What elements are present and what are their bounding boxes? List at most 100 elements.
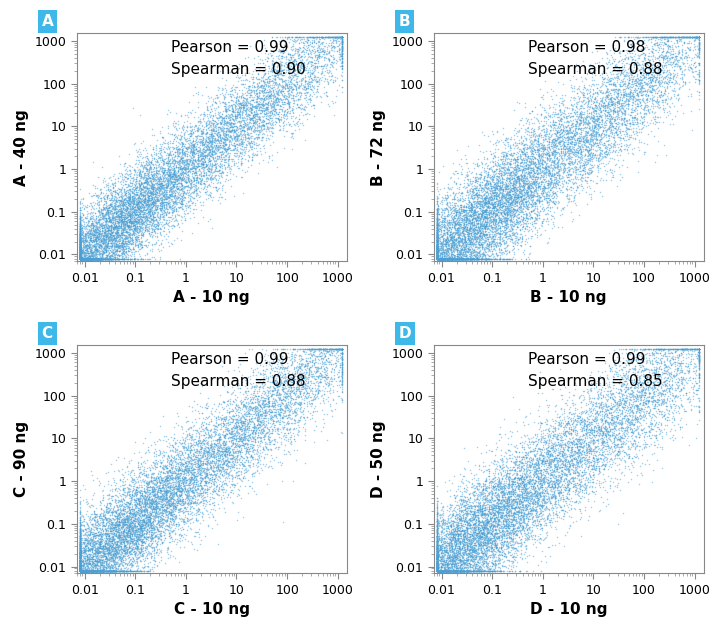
Point bbox=[476, 232, 487, 242]
Point bbox=[74, 563, 86, 574]
Point bbox=[92, 224, 104, 234]
Point bbox=[431, 565, 442, 575]
Point bbox=[74, 251, 86, 261]
Point bbox=[220, 110, 232, 120]
Point bbox=[154, 520, 165, 530]
Point bbox=[529, 158, 540, 168]
Point bbox=[483, 481, 494, 492]
Point bbox=[74, 565, 86, 575]
Point bbox=[515, 151, 527, 161]
Point bbox=[179, 512, 191, 522]
Point bbox=[289, 345, 301, 355]
Point bbox=[100, 231, 112, 241]
Point bbox=[93, 563, 104, 573]
Point bbox=[270, 365, 281, 375]
Point bbox=[461, 186, 473, 196]
Point bbox=[594, 110, 605, 121]
Point bbox=[74, 254, 86, 264]
Point bbox=[123, 500, 135, 510]
Point bbox=[202, 141, 213, 151]
Point bbox=[677, 358, 689, 368]
Point bbox=[74, 254, 86, 264]
Point bbox=[513, 523, 525, 533]
Point bbox=[91, 556, 103, 566]
Point bbox=[447, 254, 458, 264]
Point bbox=[488, 187, 500, 198]
Point bbox=[130, 204, 141, 215]
Point bbox=[605, 76, 616, 86]
Point bbox=[626, 57, 637, 67]
Point bbox=[442, 204, 453, 214]
Point bbox=[111, 254, 123, 264]
Point bbox=[447, 214, 459, 224]
Point bbox=[93, 546, 104, 556]
Point bbox=[531, 505, 542, 516]
Point bbox=[92, 539, 104, 549]
Point bbox=[262, 118, 273, 128]
Point bbox=[597, 102, 608, 112]
Point bbox=[74, 254, 86, 264]
Point bbox=[431, 225, 442, 235]
Point bbox=[74, 254, 86, 264]
Point bbox=[226, 85, 238, 95]
Point bbox=[182, 492, 194, 502]
Point bbox=[136, 211, 147, 221]
Point bbox=[495, 201, 507, 211]
Point bbox=[470, 469, 481, 479]
Point bbox=[631, 345, 642, 355]
Point bbox=[492, 180, 504, 191]
Point bbox=[336, 61, 347, 71]
Point bbox=[235, 100, 247, 110]
Point bbox=[133, 169, 145, 179]
Point bbox=[454, 541, 465, 551]
Point bbox=[460, 223, 471, 233]
Point bbox=[136, 528, 147, 538]
Point bbox=[103, 555, 115, 565]
Point bbox=[100, 565, 112, 575]
Point bbox=[154, 496, 165, 506]
Point bbox=[548, 461, 560, 471]
Point bbox=[431, 254, 442, 264]
Point bbox=[74, 254, 86, 264]
Point bbox=[502, 483, 514, 493]
Point bbox=[123, 550, 134, 560]
Point bbox=[662, 345, 674, 355]
Point bbox=[178, 466, 190, 476]
Point bbox=[481, 495, 493, 505]
Point bbox=[302, 80, 314, 90]
Point bbox=[134, 198, 146, 208]
Point bbox=[622, 52, 634, 62]
Point bbox=[243, 103, 254, 114]
Point bbox=[89, 183, 101, 193]
Point bbox=[75, 245, 86, 256]
Point bbox=[164, 471, 175, 481]
Point bbox=[112, 195, 124, 205]
Point bbox=[451, 565, 463, 575]
Point bbox=[444, 254, 455, 264]
Point bbox=[242, 130, 254, 140]
Point bbox=[431, 254, 442, 264]
Point bbox=[128, 196, 139, 206]
Point bbox=[260, 360, 272, 370]
Point bbox=[124, 565, 136, 575]
Point bbox=[608, 146, 619, 156]
Point bbox=[431, 558, 442, 569]
Point bbox=[629, 442, 641, 452]
Point bbox=[161, 167, 173, 177]
Point bbox=[553, 487, 565, 497]
Point bbox=[74, 254, 86, 264]
Point bbox=[245, 103, 257, 114]
Point bbox=[207, 476, 218, 487]
Point bbox=[244, 123, 255, 133]
Point bbox=[144, 165, 155, 175]
Point bbox=[522, 465, 534, 475]
Point bbox=[451, 515, 463, 525]
Point bbox=[453, 230, 465, 240]
Point bbox=[214, 434, 225, 444]
Point bbox=[92, 217, 104, 227]
Point bbox=[576, 101, 588, 111]
Point bbox=[577, 115, 589, 125]
Point bbox=[167, 479, 179, 489]
Point bbox=[96, 254, 108, 264]
Point bbox=[97, 565, 109, 575]
